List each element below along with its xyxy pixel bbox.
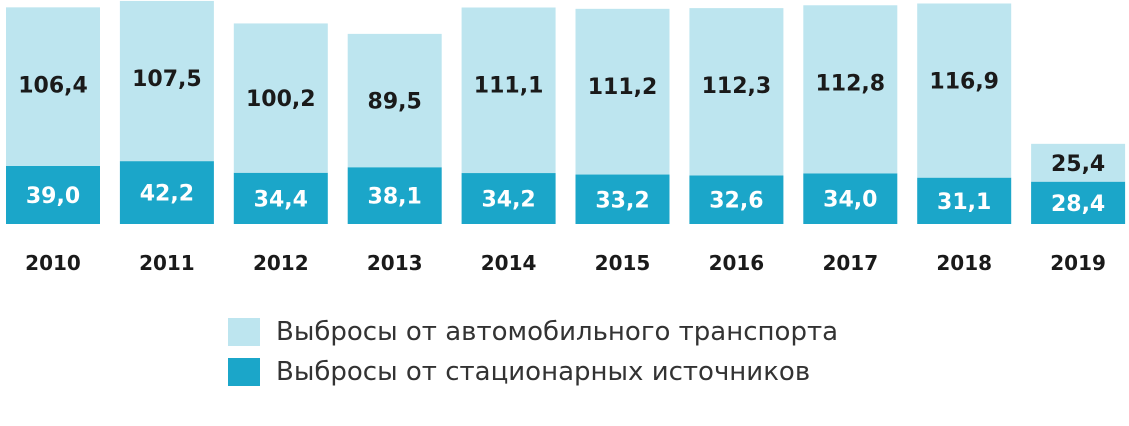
data-label-stationary-2016: 32,6 xyxy=(709,189,763,214)
data-label-transport-2019: 25,4 xyxy=(1051,152,1105,177)
x-tick-label-2010: 2010 xyxy=(25,251,81,275)
data-label-stationary-2012: 34,4 xyxy=(254,187,308,212)
data-label-transport-2013: 89,5 xyxy=(368,90,422,115)
x-tick-label-2012: 2012 xyxy=(253,251,309,275)
data-label-transport-2011: 107,5 xyxy=(132,67,202,92)
legend-swatch-transport xyxy=(228,318,260,346)
bar-transport-2016 xyxy=(689,8,784,176)
data-label-transport-2017: 112,8 xyxy=(816,71,886,96)
data-label-stationary-2010: 39,0 xyxy=(26,184,80,209)
x-tick-label-2018: 2018 xyxy=(936,251,992,275)
bar-transport-2019 xyxy=(1031,143,1126,182)
bar-stationary-2010 xyxy=(6,165,100,224)
legend: Выбросы от автомобильного транспорта Выб… xyxy=(228,312,838,392)
data-label-stationary-2014: 34,2 xyxy=(481,188,535,213)
bar-stationary-2015 xyxy=(575,174,670,224)
legend-label-transport: Выбросы от автомобильного транспорта xyxy=(276,317,839,347)
x-tick-label-2013: 2013 xyxy=(367,251,423,275)
data-label-transport-2012: 100,2 xyxy=(246,87,316,112)
data-label-stationary-2017: 34,0 xyxy=(823,188,877,213)
bar-transport-2014 xyxy=(461,7,556,174)
legend-label-stationary: Выбросы от стационарных источников xyxy=(276,357,811,387)
x-tick-label-2011: 2011 xyxy=(139,251,195,275)
data-label-stationary-2018: 31,1 xyxy=(937,190,991,215)
bar-transport-2017 xyxy=(803,5,898,174)
x-tick-label-2014: 2014 xyxy=(481,251,537,275)
bar-stationary-2018 xyxy=(917,177,1012,224)
x-tick-label-2017: 2017 xyxy=(822,251,878,275)
data-label-transport-2014: 111,1 xyxy=(474,74,544,99)
bar-transport-2010 xyxy=(6,7,100,166)
bar-transport-2011 xyxy=(119,0,214,162)
x-tick-label-2016: 2016 xyxy=(709,251,765,275)
data-label-transport-2018: 116,9 xyxy=(929,69,999,94)
data-label-transport-2010: 106,4 xyxy=(18,73,88,98)
stacked-bar-chart: 39,0 106,4 42,2 107,5 34,4 100,2 38,1 89,5 34,2 1… xyxy=(6,0,1126,275)
bar-stationary-2017 xyxy=(803,173,898,224)
bar-transport-2013 xyxy=(347,33,442,168)
bar-stationary-2011 xyxy=(119,161,214,224)
data-label-transport-2016: 112,3 xyxy=(702,74,772,99)
x-tick-label-2019: 2019 xyxy=(1050,251,1106,275)
x-axis-ticks: 2010 2011 2012 2013 2014 2015 2016 2017 2018 2019 xyxy=(25,251,1106,275)
legend-swatch-stationary xyxy=(228,358,260,386)
bar-transport-2015 xyxy=(575,8,670,175)
data-label-stationary-2019: 28,4 xyxy=(1051,192,1105,217)
legend-item-stationary: Выбросы от стационарных источников xyxy=(228,352,838,392)
bar-transport-2018 xyxy=(917,3,1012,178)
data-label-stationary-2011: 42,2 xyxy=(140,182,194,207)
bar-transport-2012 xyxy=(233,23,328,173)
bar-stationary-2019 xyxy=(1031,181,1126,224)
data-label-transport-2015: 111,2 xyxy=(588,75,658,100)
legend-item-transport: Выбросы от автомобильного транспорта xyxy=(228,312,838,352)
bar-stationary-2013 xyxy=(347,167,442,224)
x-tick-label-2015: 2015 xyxy=(595,251,651,275)
data-label-stationary-2013: 38,1 xyxy=(368,185,422,210)
bar-stationary-2012 xyxy=(233,172,328,224)
bars-group: 39,0 106,4 42,2 107,5 34,4 100,2 38,1 89,5 34,2 1… xyxy=(6,0,1126,224)
bar-stationary-2016 xyxy=(689,175,784,224)
data-label-stationary-2015: 33,2 xyxy=(595,188,649,213)
bar-stationary-2014 xyxy=(461,173,556,224)
